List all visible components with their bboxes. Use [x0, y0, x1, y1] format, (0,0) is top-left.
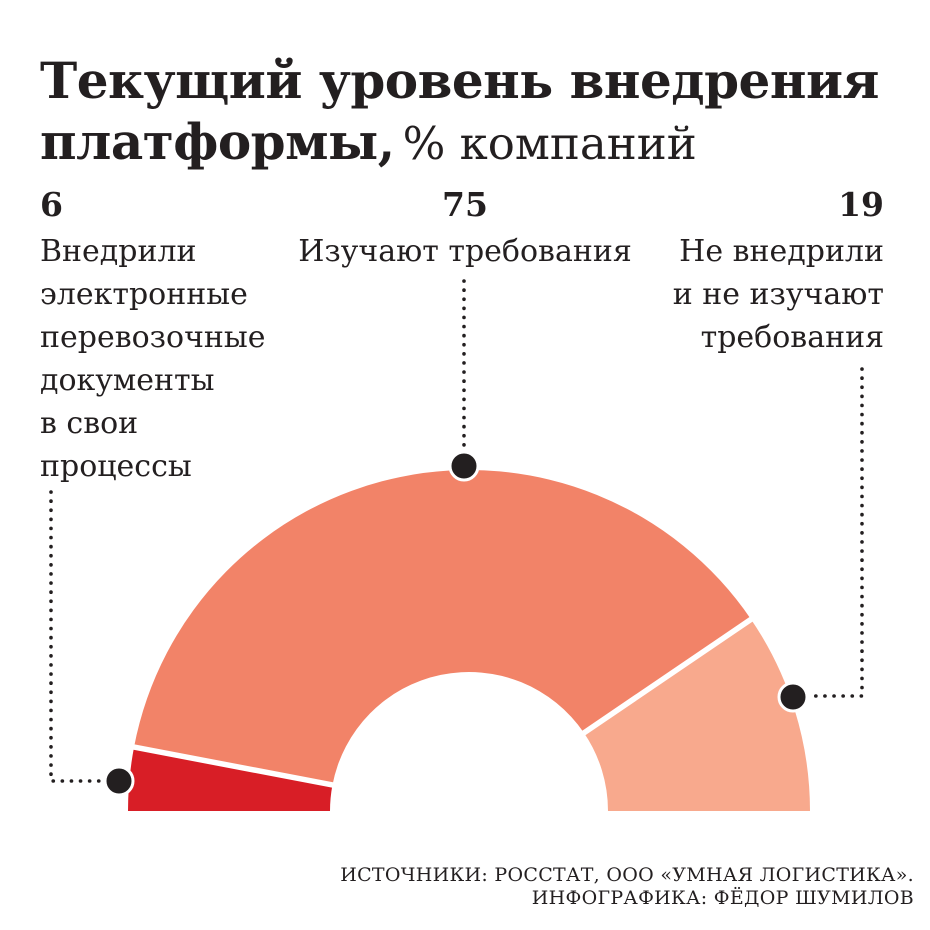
title-line1: Текущий уровень внедрения — [40, 50, 880, 110]
marker-dot — [777, 681, 809, 713]
title-unit: % компаний — [402, 116, 697, 170]
source-line1: ИСТОЧНИКИ: РОССТАТ, ООО «УМНАЯ ЛОГИСТИКА… — [340, 864, 914, 886]
connector-dotted-line — [49, 490, 101, 783]
gauge-segment — [128, 747, 333, 811]
connector-dotted-line — [811, 367, 864, 698]
source-line2: ИНФОГРАФИКА: ФЁДОР ШУМИЛОВ — [531, 887, 914, 909]
marker-dot — [448, 450, 480, 482]
gauge-segment — [134, 469, 752, 785]
callout-value: 19 — [838, 185, 884, 224]
callout-label: Изучают требования — [298, 234, 632, 269]
callout-label: Не внедрили и не изучают требования — [672, 234, 884, 355]
source-note: ИСТОЧНИКИ: РОССТАТ, ООО «УМНАЯ ЛОГИСТИКА… — [340, 864, 914, 910]
page-title: Текущий уровень внедрения платформы,% ком… — [40, 50, 890, 174]
callout-value: 75 — [442, 185, 488, 224]
callout-implemented: 6 Внедрили электронные перевозочные доку… — [40, 186, 285, 488]
gauge-segment — [583, 619, 810, 811]
marker-dot — [103, 765, 135, 797]
callout-studying: 75 Изучают требования — [285, 186, 645, 273]
title-line2-bold: платформы, — [40, 111, 395, 171]
segment-divider — [131, 744, 335, 789]
callout-value: 6 — [40, 185, 63, 224]
callout-not-implemented: 19 Не внедрили и не изучают требования — [669, 186, 884, 359]
callout-label: Внедрили электронные перевозочные докуме… — [40, 234, 266, 484]
segment-divider — [580, 615, 755, 737]
